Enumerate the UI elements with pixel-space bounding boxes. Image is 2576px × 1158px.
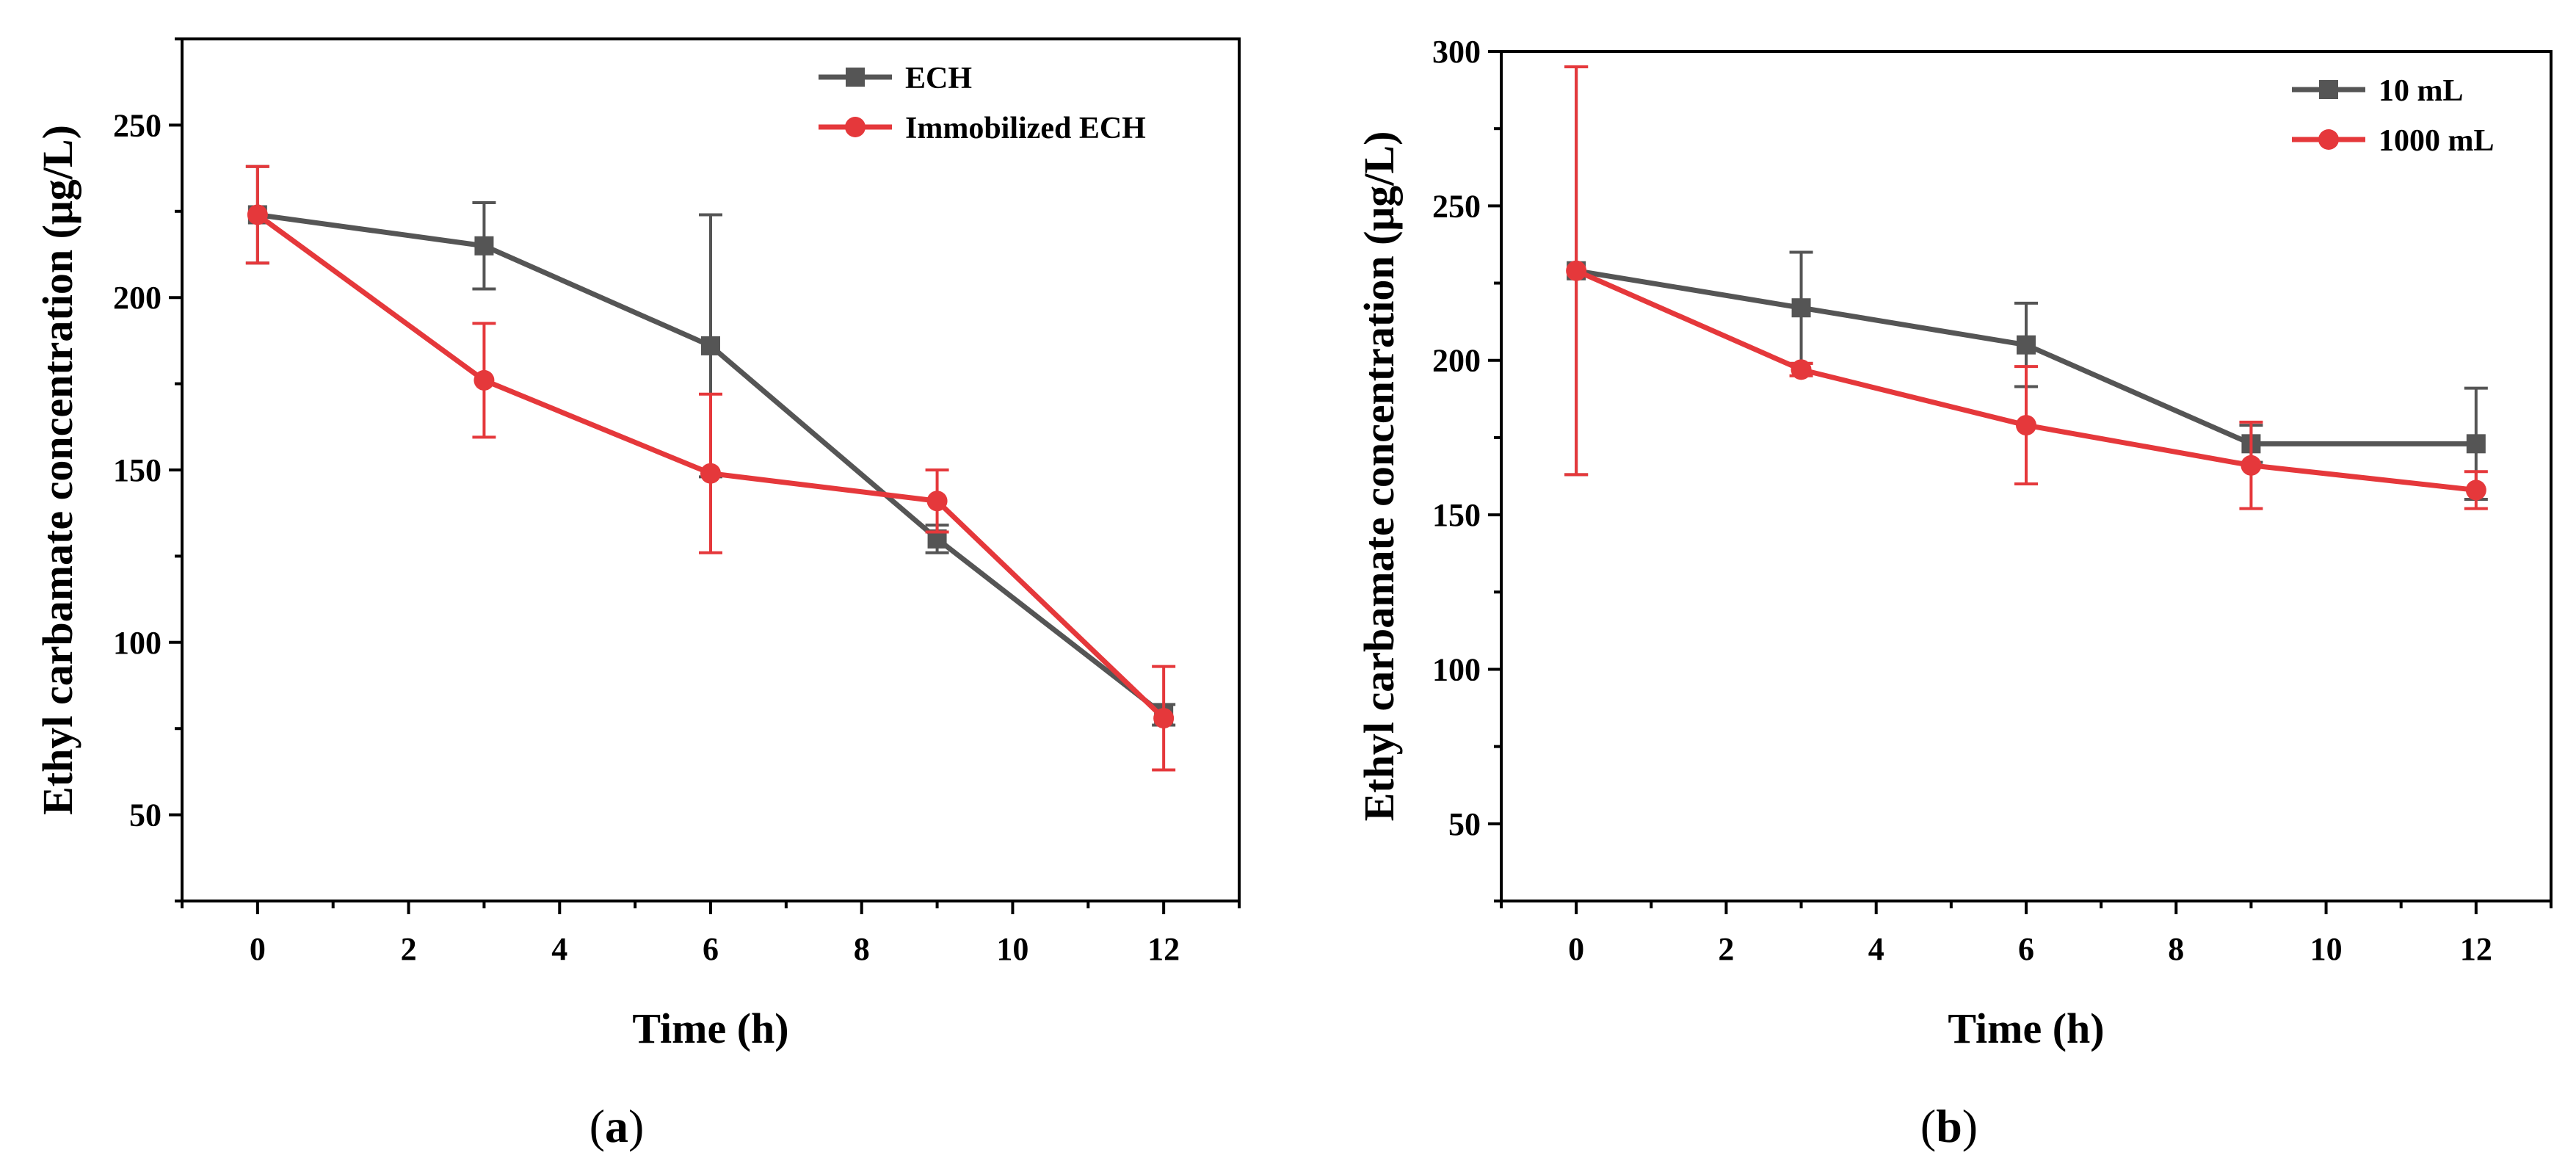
series-10-ml xyxy=(1564,65,2488,502)
x-tick-label: 4 xyxy=(551,931,567,967)
legend-marker xyxy=(2318,129,2339,150)
y-tick-label: 200 xyxy=(1432,343,1481,379)
data-point xyxy=(2241,455,2262,476)
legend-marker xyxy=(2319,80,2338,99)
panel-label-open: ( xyxy=(589,1100,605,1152)
legend-label: 10 mL xyxy=(2379,74,2464,108)
x-tick-label: 6 xyxy=(2018,931,2034,967)
legend-marker xyxy=(846,68,865,87)
x-tick-label: 10 xyxy=(996,931,1028,967)
data-point xyxy=(2016,415,2036,436)
legend-label: Immobilized ECH xyxy=(905,112,1146,145)
y-tick-label: 250 xyxy=(113,107,162,143)
panel-label: (a) xyxy=(589,1100,645,1152)
y-tick-label: 300 xyxy=(1432,34,1481,70)
chart-panel-b: 0 2 4 6 8 10 12 50 100 150 200 250 300 Time (h) Ethyl … xyxy=(1355,34,2553,1152)
panel-label-open: ( xyxy=(1920,1100,1936,1152)
x-tick-label: 10 xyxy=(2310,931,2343,967)
y-tick-label: 200 xyxy=(113,280,162,316)
data-point xyxy=(1153,708,1175,729)
data-point xyxy=(701,336,720,355)
y-tick-label: 50 xyxy=(129,797,162,833)
legend: 10 mL 1000 mL xyxy=(2292,74,2495,158)
x-tick-label: 2 xyxy=(1718,931,1734,967)
panel-label: (b) xyxy=(1920,1100,1978,1152)
panel-label-close: ) xyxy=(1962,1100,1978,1152)
legend: ECH Immobilized ECH xyxy=(819,62,1146,145)
y-tick-label: 100 xyxy=(1432,651,1481,687)
x-axis-title: Time (h) xyxy=(1948,1005,2104,1052)
x-tick-label: 0 xyxy=(1568,931,1584,967)
chart-panel-a: 0 2 4 6 8 10 12 50 100 150 200 250 Time (h) Ethyl car… xyxy=(34,37,1241,1152)
x-axis-title: Time (h) xyxy=(632,1005,788,1052)
x-tick-label: 12 xyxy=(2460,931,2492,967)
y-tick-label: 150 xyxy=(113,452,162,488)
x-tick-label: 2 xyxy=(401,931,417,967)
x-tick-label: 0 xyxy=(250,931,266,967)
y-tick-label: 50 xyxy=(1448,806,1481,842)
series-immobilized-ech xyxy=(245,164,1176,772)
x-tick-label: 8 xyxy=(854,931,870,967)
data-point xyxy=(2466,434,2486,454)
y-tick-label: 100 xyxy=(113,625,162,661)
panel-label-letter: b xyxy=(1936,1100,1962,1152)
x-tick-label: 8 xyxy=(2168,931,2184,967)
data-point xyxy=(700,463,721,484)
panel-label-letter: a xyxy=(605,1100,628,1152)
data-point xyxy=(1790,359,1812,380)
y-axis-title: Ethyl carbamate concentration (μg/L) xyxy=(1355,131,1403,822)
y-axis-title: Ethyl carbamate concentration (μg/L) xyxy=(34,125,81,815)
legend-label: ECH xyxy=(905,62,972,95)
data-point xyxy=(2017,335,2036,355)
legend-marker xyxy=(845,117,866,137)
x-tick-label: 6 xyxy=(703,931,719,967)
data-point xyxy=(474,369,495,391)
data-point xyxy=(247,204,268,225)
data-point xyxy=(1566,260,1587,281)
data-point xyxy=(474,236,494,256)
y-tick-label: 250 xyxy=(1432,188,1481,224)
y-tick-label: 150 xyxy=(1432,497,1481,533)
data-point xyxy=(1791,298,1811,318)
series-1000-ml xyxy=(1564,65,2488,510)
x-tick-label: 12 xyxy=(1147,931,1180,967)
x-tick-label: 4 xyxy=(1868,931,1884,967)
panel-label-close: ) xyxy=(628,1100,644,1152)
data-point xyxy=(926,491,948,512)
legend-label: 1000 mL xyxy=(2379,124,2495,158)
data-point xyxy=(2465,480,2486,501)
